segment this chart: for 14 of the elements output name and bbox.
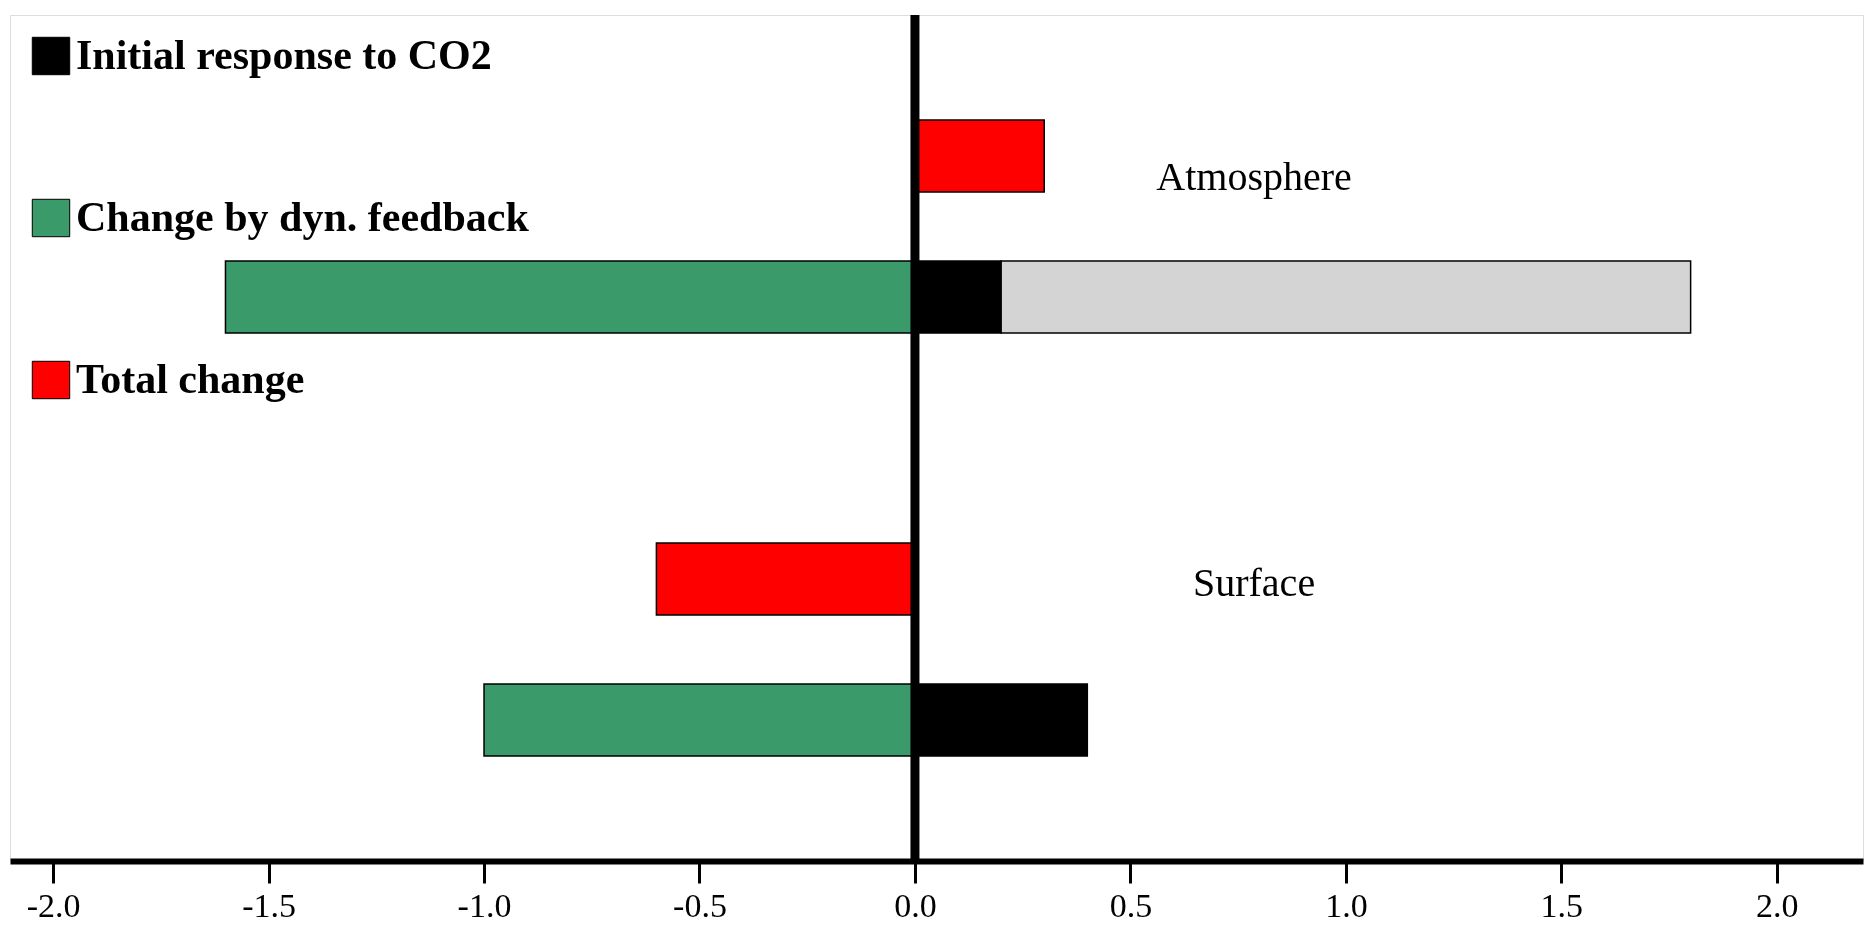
x-tick-label: -0.5 bbox=[673, 886, 727, 924]
x-tick-label: -2.0 bbox=[26, 886, 81, 924]
x-tick-label: -1.0 bbox=[457, 886, 512, 924]
x-tick-label: 2.0 bbox=[1756, 886, 1799, 924]
x-tick-label: 1.5 bbox=[1540, 886, 1584, 924]
legend-label: Change by dyn. feedback bbox=[76, 194, 530, 240]
annotation: Atmosphere bbox=[1156, 153, 1352, 199]
x-tick-label: -1.5 bbox=[242, 886, 296, 924]
annotation: Surface bbox=[1192, 560, 1316, 606]
x-tick-label: 1.0 bbox=[1325, 886, 1368, 924]
legend-label: Total change bbox=[76, 356, 305, 402]
x-tick-label: 0.5 bbox=[1109, 886, 1153, 924]
legend-label: Initial response to CO2 bbox=[76, 32, 492, 78]
x-tick-label: 0.0 bbox=[894, 886, 937, 924]
